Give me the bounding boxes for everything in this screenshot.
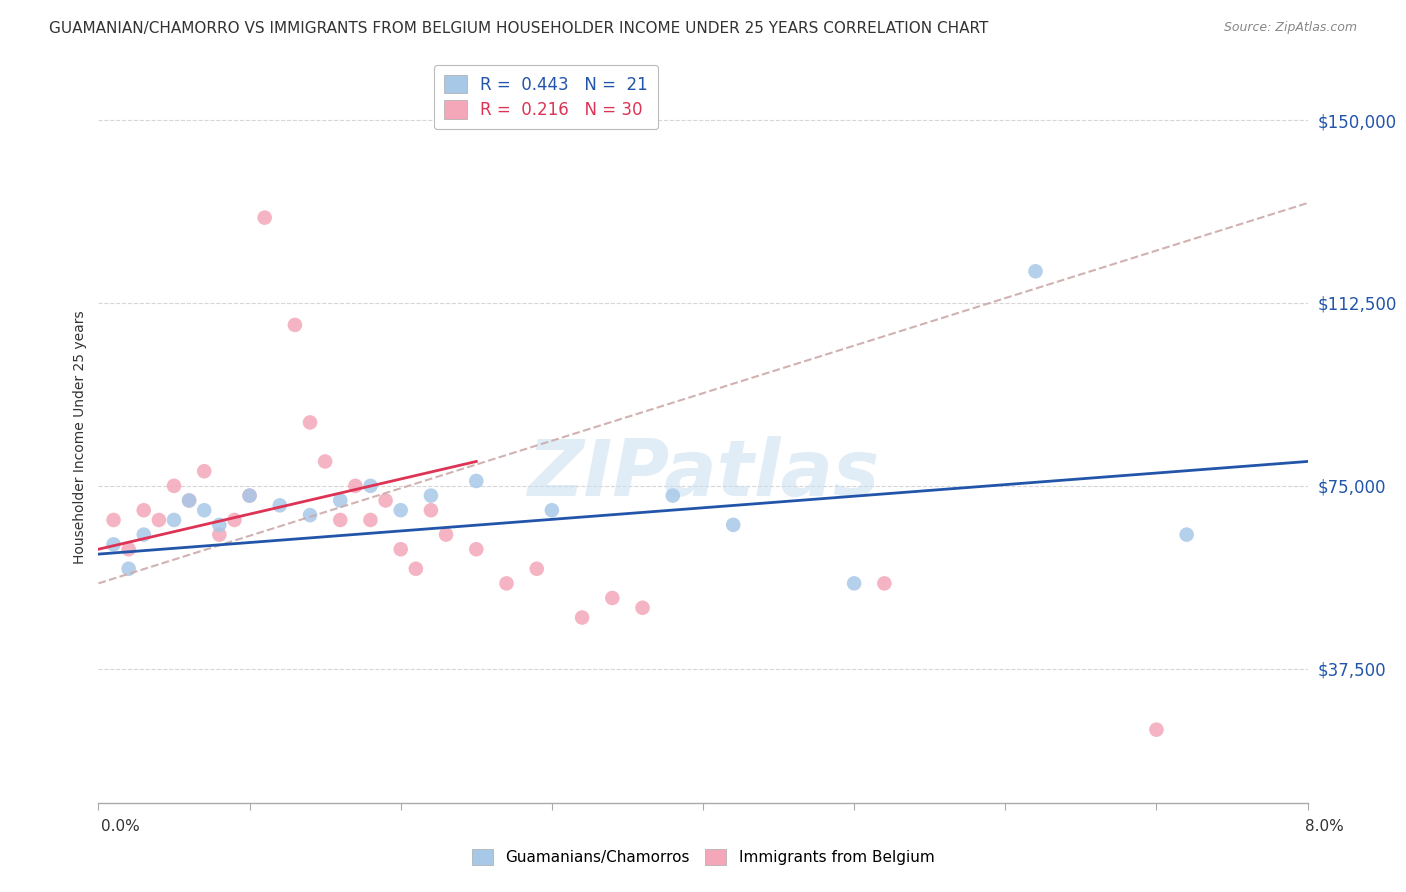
Point xyxy=(723,517,745,532)
Point xyxy=(132,503,155,517)
Point xyxy=(374,493,396,508)
Point xyxy=(661,489,683,503)
Point xyxy=(465,542,488,557)
Point xyxy=(1025,264,1047,278)
Y-axis label: Householder Income Under 25 years: Householder Income Under 25 years xyxy=(73,310,87,564)
Point xyxy=(179,493,201,508)
Point xyxy=(284,318,307,332)
Point xyxy=(118,542,141,557)
Point xyxy=(434,527,457,541)
Point xyxy=(329,513,352,527)
Point xyxy=(163,479,186,493)
Point xyxy=(118,562,141,576)
Point xyxy=(314,454,336,468)
Point xyxy=(239,489,262,503)
Point xyxy=(299,416,322,430)
Point xyxy=(193,503,215,517)
Point xyxy=(571,610,593,624)
Point xyxy=(208,527,231,541)
Point xyxy=(193,464,215,478)
Point xyxy=(269,499,291,513)
Point xyxy=(540,503,562,517)
Text: GUAMANIAN/CHAMORRO VS IMMIGRANTS FROM BELGIUM HOUSEHOLDER INCOME UNDER 25 YEARS : GUAMANIAN/CHAMORRO VS IMMIGRANTS FROM BE… xyxy=(49,21,988,36)
Point xyxy=(405,562,427,576)
Point xyxy=(148,513,170,527)
Point xyxy=(179,493,201,508)
Point xyxy=(420,503,443,517)
Point xyxy=(602,591,624,605)
Point xyxy=(420,489,443,503)
Point xyxy=(253,211,276,225)
Point xyxy=(239,489,262,503)
Point xyxy=(329,493,352,508)
Point xyxy=(389,503,412,517)
Text: 8.0%: 8.0% xyxy=(1305,820,1344,834)
Point xyxy=(208,517,231,532)
Point xyxy=(1175,527,1198,541)
Point xyxy=(526,562,548,576)
Text: ZIPatlas: ZIPatlas xyxy=(527,435,879,512)
Point xyxy=(299,508,322,522)
Point xyxy=(103,513,125,527)
Point xyxy=(1146,723,1168,737)
Point xyxy=(389,542,412,557)
Point xyxy=(465,474,488,488)
Point xyxy=(163,513,186,527)
Point xyxy=(344,479,367,493)
Point xyxy=(495,576,517,591)
Legend: Guamanians/Chamorros, Immigrants from Belgium: Guamanians/Chamorros, Immigrants from Be… xyxy=(465,843,941,871)
Legend: R =  0.443   N =  21, R =  0.216   N = 30: R = 0.443 N = 21, R = 0.216 N = 30 xyxy=(433,65,658,129)
Point xyxy=(631,600,654,615)
Point xyxy=(360,513,382,527)
Point xyxy=(360,479,382,493)
Point xyxy=(132,527,155,541)
Text: 0.0%: 0.0% xyxy=(101,820,141,834)
Text: Source: ZipAtlas.com: Source: ZipAtlas.com xyxy=(1223,21,1357,34)
Point xyxy=(103,537,125,551)
Point xyxy=(844,576,866,591)
Point xyxy=(224,513,246,527)
Point xyxy=(873,576,896,591)
